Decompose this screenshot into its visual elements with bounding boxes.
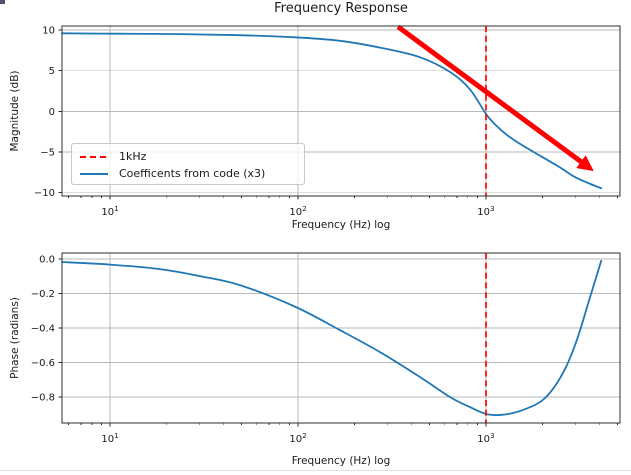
x-tick-label: 103 [477, 431, 495, 445]
phase-response-curve [61, 259, 603, 416]
magnitude-response-curve [61, 32, 603, 190]
y-tick-label: −5 [40, 148, 55, 159]
legend-entry-1khz: 1kHz [80, 148, 296, 165]
legend-label-coefficients: Coefficents from code (x3) [119, 167, 266, 180]
y-tick-label: −0.6 [31, 358, 55, 369]
magnitude-axis-label: Magnitude (dB) [9, 70, 21, 152]
legend: 1kHz Coefficents from code (x3) [71, 143, 305, 185]
blue-solid-line-sample [80, 172, 108, 175]
rolloff-annotation-arrow [396, 24, 594, 172]
x-tick-label: 103 [477, 204, 495, 218]
x-tick-label: 101 [101, 431, 118, 445]
magnitude-plot: 101 102 103 10 5 0 −5 −10 [34, 24, 621, 218]
screen-artifact [0, 0, 5, 4]
red-dashed-line-sample [80, 155, 108, 158]
phase-xaxis-label: Frequency (Hz) log [291, 455, 391, 467]
phase-plot: 101 102 103 0.0 −0.2 −0.4 −0.6 −0.8 [31, 252, 621, 445]
axes-frame [61, 252, 621, 424]
y-tick-label: 10 [42, 26, 55, 37]
phase-axis-label: Phase (radians) [9, 297, 21, 379]
y-tick-label: 5 [49, 66, 55, 77]
y-tick-label: 0.0 [39, 255, 55, 266]
x-tick-label: 102 [289, 431, 306, 445]
magnitude-xaxis-label: Frequency (Hz) log [291, 219, 391, 231]
x-tick-label: 102 [289, 204, 306, 218]
legend-entry-coefficients: Coefficents from code (x3) [80, 165, 296, 182]
window-edge-strip [0, 470, 631, 471]
y-tick-label: 0 [49, 107, 55, 118]
y-tick-label: −0.4 [31, 324, 55, 335]
legend-label-1khz: 1kHz [119, 150, 147, 163]
y-tick-label: −0.2 [31, 289, 55, 300]
y-tick-label: −0.8 [31, 393, 55, 404]
x-tick-label: 101 [101, 204, 118, 218]
chart-title: Frequency Response [274, 1, 408, 16]
y-tick-label: −10 [34, 188, 55, 199]
